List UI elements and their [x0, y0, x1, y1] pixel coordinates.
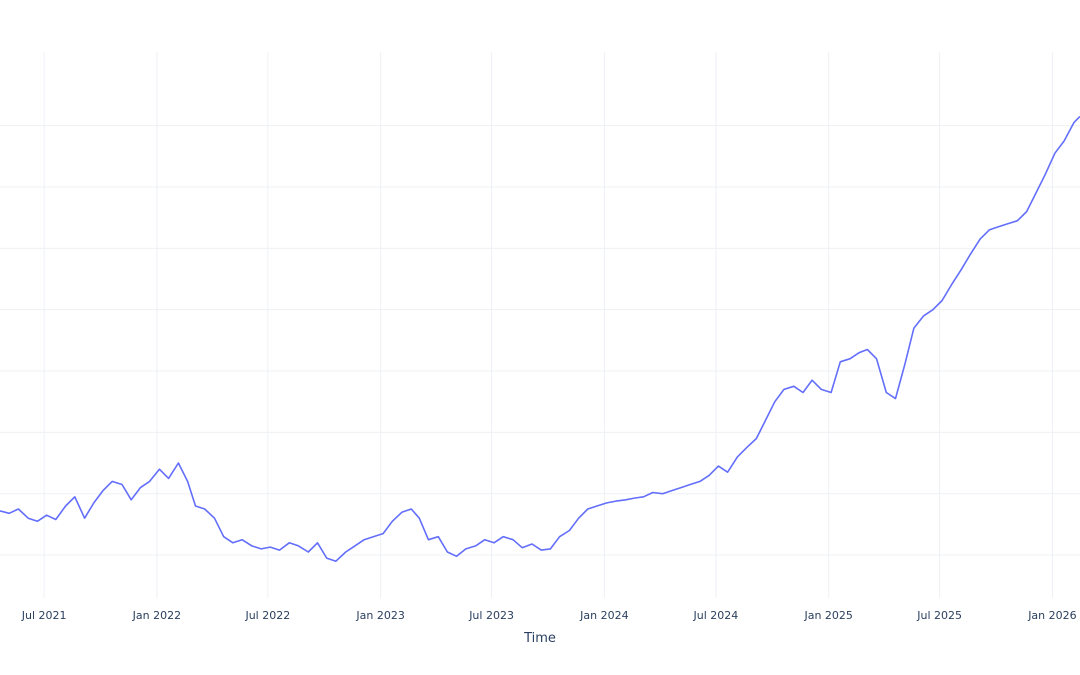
x-tick-label-7: Jan 2025 [803, 609, 852, 622]
x-tick-labels: Jul 2021 Jan 2022 Jul 2022 Jan 2023 Jul 2023… [21, 609, 1077, 622]
x-axis-title: Time [523, 631, 556, 646]
series-layer [0, 115, 1080, 562]
x-tick-label-9: Jan 2026 [1027, 609, 1076, 622]
series-line [0, 115, 1080, 562]
y-gridlines [0, 125, 1080, 556]
x-tick-label-2: Jul 2022 [244, 609, 290, 622]
x-tick-label-3: Jan 2023 [355, 609, 404, 622]
x-gridlines [43, 52, 1053, 598]
x-tick-label-0: Jul 2021 [21, 609, 67, 622]
x-tick-label-5: Jan 2024 [579, 609, 628, 622]
x-tick-label-6: Jul 2024 [693, 609, 739, 622]
x-tick-label-4: Jul 2023 [468, 609, 514, 622]
x-tick-label-1: Jan 2022 [132, 609, 181, 622]
x-tick-label-8: Jul 2025 [916, 609, 962, 622]
